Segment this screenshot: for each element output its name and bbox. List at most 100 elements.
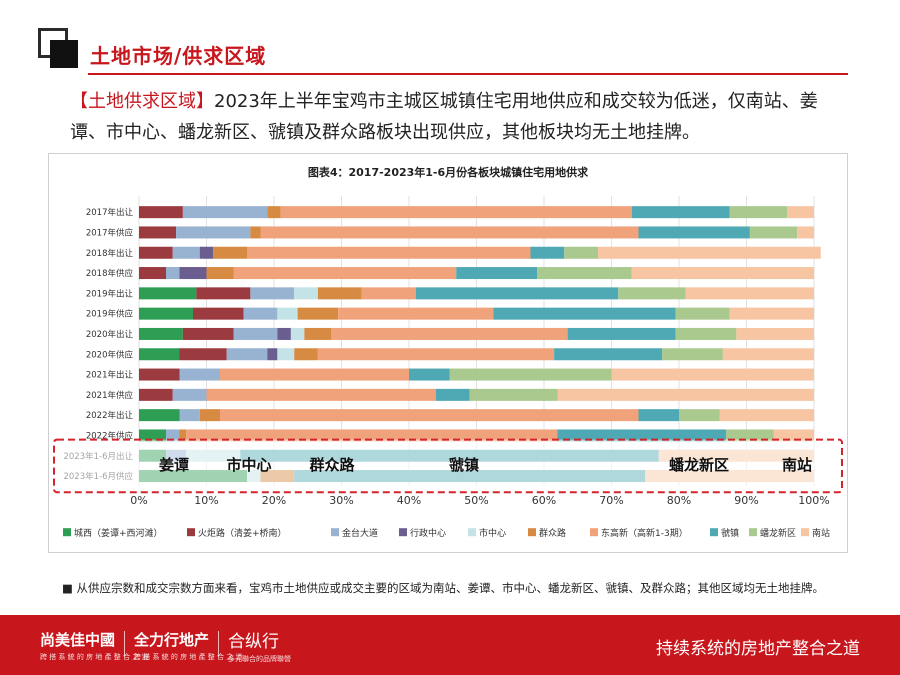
bar-segment	[139, 368, 180, 381]
y-category-label: 2020年供应	[86, 349, 134, 360]
bar-segment	[415, 287, 619, 300]
bar-segment	[139, 287, 197, 300]
bar-segment	[304, 327, 332, 340]
bar-segment	[537, 267, 632, 280]
highlight-label: 姜谭	[159, 456, 189, 474]
footnote-text: 从供应宗数和成交宗数方面来看，宝鸡市土地供应或成交主要的区域为南站、姜谭、市中心…	[76, 581, 825, 595]
bar-segment	[436, 388, 470, 401]
footnote: ■ 从供应宗数和成交宗数方面来看，宝鸡市土地供应或成交主要的区域为南站、姜谭、市…	[62, 581, 825, 595]
x-tick-label: 70%	[599, 494, 623, 507]
legend-label: 南站	[812, 527, 830, 539]
bar-segment	[179, 267, 207, 280]
x-tick-label: 20%	[262, 494, 286, 507]
legend-label: 虢镇	[721, 527, 739, 539]
legend-label: 蟠龙新区	[760, 527, 796, 539]
footer-separator	[218, 631, 219, 657]
lead-tag: 【土地供求区域】	[70, 91, 214, 112]
legend-swatch	[528, 528, 536, 537]
legend-label: 火炬路（清姜+桥南）	[198, 527, 287, 539]
bar-segment	[193, 307, 244, 320]
footer-bar: 尚美佳中國跨 搭 系 統 的 房 地 產 整 合 之 道 全力行地产跨 搭 系 …	[0, 615, 900, 675]
highlight-label: 群众路	[309, 456, 355, 474]
bar-segment	[233, 267, 457, 280]
bar-segment	[277, 348, 295, 361]
bar-segment	[361, 287, 416, 300]
bar-segment	[749, 226, 798, 239]
highlight-box	[53, 438, 843, 494]
highlight-label: 虢镇	[449, 456, 479, 474]
bar-segment	[456, 267, 538, 280]
legend-swatch	[749, 528, 757, 537]
bar-segment	[139, 267, 166, 280]
bar-segment	[280, 206, 632, 219]
bar-segment	[598, 246, 821, 259]
bar-segment	[182, 327, 234, 340]
bar-segment	[220, 409, 639, 422]
footer-brand-2: 全力行地产跨 搭 系 統 的 房 地 產 整 合 之 道	[134, 631, 243, 661]
bar-segment	[722, 348, 814, 361]
y-category-label: 2022年供应	[86, 430, 134, 441]
bar-segment	[139, 307, 193, 320]
y-category-label: 2022年出让	[86, 410, 134, 421]
x-tick-label: 0%	[130, 494, 147, 507]
y-category-label: 2017年出让	[86, 207, 134, 218]
legend-label: 市中心	[479, 527, 506, 539]
bar-segment	[675, 327, 737, 340]
x-tick-label: 100%	[798, 494, 829, 507]
lead-text: 2023年上半年宝鸡市主城区城镇住宅用地供应和成交较为低迷，仅南站、姜谭、市中心…	[70, 91, 818, 143]
lead-paragraph: 【土地供求区域】2023年上半年宝鸡市主城区城镇住宅用地供应和成交较为低迷，仅南…	[70, 86, 850, 148]
data-source: 【数据来源：宝鸡市国土资源局】	[702, 551, 837, 552]
bar-segment	[226, 348, 268, 361]
stacked-bar-chart: 图表4：2017-2023年1-6月份各板块城镇住宅用地供求 0% 10% 20% 30…	[53, 165, 843, 552]
bar-segment	[267, 348, 278, 361]
bar-segment	[557, 429, 727, 442]
header-divider	[88, 73, 848, 75]
bar-segment	[250, 287, 295, 300]
bar-segment	[297, 307, 339, 320]
bar-segment	[250, 226, 261, 239]
bar-segment	[294, 348, 318, 361]
bar-segment	[179, 409, 200, 422]
bar-segment	[206, 267, 234, 280]
bar-segment	[179, 368, 220, 381]
bar-segment	[567, 327, 676, 340]
y-category-label: 2020年出让	[86, 329, 134, 340]
bar-segment	[166, 429, 180, 442]
bar-segment	[199, 409, 220, 422]
legend-swatch	[468, 528, 476, 537]
bar-segment	[172, 388, 207, 401]
legend-label: 东高新（高新1-3期）	[601, 527, 688, 539]
bar-segment	[179, 429, 187, 442]
bar-segment	[176, 226, 251, 239]
legend-label: 群众路	[539, 527, 566, 539]
footer-separator	[124, 631, 125, 657]
footer-brand-1: 尚美佳中國跨 搭 系 統 的 房 地 產 整 合 之 道	[40, 631, 149, 661]
bar-segment	[729, 206, 787, 219]
bar-segment	[729, 307, 814, 320]
legend-swatch	[399, 528, 407, 537]
legend-label: 行政中心	[410, 527, 446, 539]
bar-segment	[182, 206, 268, 219]
bar-segment	[631, 206, 730, 219]
bar-segment	[409, 368, 450, 381]
bar-segment	[449, 368, 612, 381]
bar-segment	[247, 246, 531, 259]
bar-segment	[179, 348, 227, 361]
y-category-label: 2018年供应	[86, 268, 134, 279]
bar-segment	[469, 388, 558, 401]
bar-segment	[726, 429, 774, 442]
legend-swatch	[801, 528, 809, 537]
bar-segment	[294, 287, 318, 300]
bar-segment	[338, 307, 494, 320]
y-category-label: 2021年出让	[86, 370, 134, 381]
bar-segment	[220, 368, 409, 381]
bar-segment	[675, 307, 730, 320]
bar-segment	[787, 206, 814, 219]
legend-swatch	[63, 528, 71, 537]
legend-swatch	[590, 528, 598, 537]
bar-segment	[290, 327, 305, 340]
bar-segment	[267, 206, 281, 219]
bar-segment	[662, 348, 723, 361]
bar-segment	[139, 429, 166, 442]
bar-segment	[277, 307, 298, 320]
